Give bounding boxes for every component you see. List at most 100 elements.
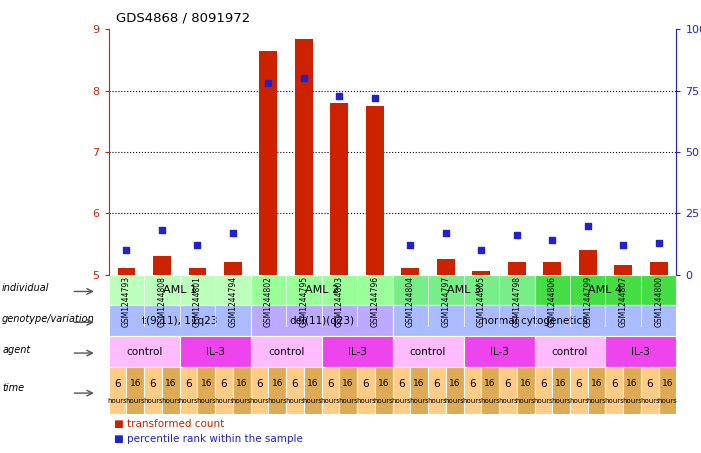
Text: hours: hours [108, 398, 128, 404]
Bar [614, 265, 632, 275]
Text: 6: 6 [434, 379, 440, 389]
Text: del(11)(q23): del(11)(q23) [289, 316, 354, 326]
Text: genotype/variation: genotype/variation [2, 314, 95, 324]
Text: 16: 16 [555, 379, 567, 388]
Text: 16: 16 [307, 379, 318, 388]
Text: normal cytogenetics: normal cytogenetics [481, 316, 588, 326]
Text: hours: hours [658, 398, 677, 404]
Point [440, 229, 451, 236]
Text: AML 4: AML 4 [588, 285, 622, 295]
Text: control: control [410, 347, 447, 357]
Text: 16: 16 [449, 379, 461, 388]
Text: 16: 16 [627, 379, 638, 388]
Point [298, 75, 309, 82]
Bar [189, 268, 206, 275]
Text: AML 3: AML 3 [447, 285, 481, 295]
Point [653, 239, 665, 246]
Text: hours: hours [214, 398, 234, 404]
Text: 6: 6 [469, 379, 476, 389]
Text: agent: agent [2, 345, 30, 355]
Text: ■ percentile rank within the sample: ■ percentile rank within the sample [114, 434, 304, 444]
Point [618, 241, 629, 249]
Text: hours: hours [179, 398, 198, 404]
Text: hours: hours [533, 398, 553, 404]
Text: individual: individual [2, 284, 50, 294]
Bar [650, 262, 667, 275]
Text: 16: 16 [343, 379, 354, 388]
Text: hours: hours [374, 398, 393, 404]
Text: hours: hours [640, 398, 660, 404]
Text: hours: hours [463, 398, 482, 404]
Text: 16: 16 [484, 379, 496, 388]
Text: hours: hours [196, 398, 216, 404]
Text: 6: 6 [540, 379, 547, 389]
Text: 6: 6 [576, 379, 583, 389]
Text: time: time [2, 383, 25, 393]
Point [263, 80, 274, 87]
Text: hours: hours [445, 398, 465, 404]
Bar [153, 256, 171, 275]
Text: GDS4868 / 8091972: GDS4868 / 8091972 [116, 12, 250, 25]
Text: hours: hours [267, 398, 287, 404]
Text: hours: hours [427, 398, 447, 404]
Text: 16: 16 [378, 379, 390, 388]
Text: hours: hours [339, 398, 358, 404]
Bar [437, 259, 455, 275]
Text: 6: 6 [256, 379, 263, 389]
Bar [543, 262, 561, 275]
Text: 6: 6 [646, 379, 653, 389]
Text: 16: 16 [591, 379, 602, 388]
Bar [508, 262, 526, 275]
Text: 16: 16 [165, 379, 177, 388]
Text: hours: hours [622, 398, 642, 404]
Point [476, 246, 487, 254]
Text: 6: 6 [150, 379, 156, 389]
Text: control: control [126, 347, 163, 357]
Text: 16: 16 [414, 379, 425, 388]
Text: t(9;11), 11q23: t(9;11), 11q23 [142, 316, 217, 326]
Text: hours: hours [409, 398, 429, 404]
Text: IL-3: IL-3 [489, 347, 508, 357]
Text: 16: 16 [662, 379, 674, 388]
Text: 16: 16 [200, 379, 212, 388]
Point [369, 94, 381, 101]
Text: hours: hours [285, 398, 305, 404]
Text: 16: 16 [130, 379, 141, 388]
Text: ■ transformed count: ■ transformed count [114, 419, 224, 429]
Point [547, 236, 558, 244]
Text: 6: 6 [398, 379, 404, 389]
Text: 6: 6 [362, 379, 369, 389]
Text: hours: hours [143, 398, 163, 404]
Text: hours: hours [551, 398, 571, 404]
Text: hours: hours [161, 398, 181, 404]
Point [334, 92, 345, 99]
Text: hours: hours [303, 398, 322, 404]
Text: control: control [268, 347, 304, 357]
Text: 6: 6 [114, 379, 121, 389]
Text: 6: 6 [611, 379, 618, 389]
Point [227, 229, 238, 236]
Bar [330, 103, 348, 275]
Text: control: control [552, 347, 588, 357]
Text: 16: 16 [271, 379, 283, 388]
Text: hours: hours [320, 398, 340, 404]
Text: AML 1: AML 1 [163, 285, 197, 295]
Bar [295, 39, 313, 275]
Text: 6: 6 [505, 379, 511, 389]
Text: hours: hours [587, 398, 606, 404]
Text: IL-3: IL-3 [205, 347, 224, 357]
Bar [224, 262, 242, 275]
Text: IL-3: IL-3 [632, 347, 651, 357]
Text: 6: 6 [185, 379, 192, 389]
Point [192, 241, 203, 249]
Point [404, 241, 416, 249]
Text: hours: hours [356, 398, 376, 404]
Text: hours: hours [604, 398, 624, 404]
Point [156, 227, 168, 234]
Point [511, 231, 522, 239]
Point [582, 222, 593, 229]
Text: hours: hours [516, 398, 536, 404]
Text: hours: hours [392, 398, 411, 404]
Text: hours: hours [480, 398, 500, 404]
Bar [366, 106, 383, 275]
